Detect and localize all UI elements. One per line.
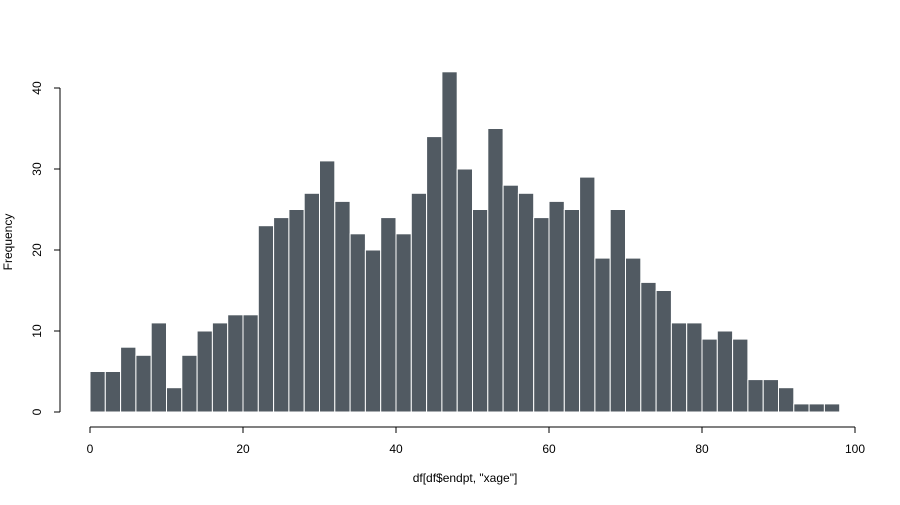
histogram-bar bbox=[104, 371, 122, 413]
histogram-bar bbox=[349, 233, 366, 413]
x-axis-label: df[df$endpt, "xage"] bbox=[413, 471, 518, 485]
histogram-bar bbox=[716, 330, 734, 413]
histogram-bar bbox=[288, 209, 305, 413]
histogram-bar bbox=[762, 379, 780, 413]
y-tick-label: 40 bbox=[30, 81, 44, 95]
histogram-bar bbox=[257, 225, 275, 413]
y-axis-label: Frequency bbox=[1, 214, 15, 271]
y-axis: 0 10 20 30 40 bbox=[30, 81, 61, 415]
histogram-bar bbox=[120, 346, 137, 413]
histogram-bar bbox=[380, 217, 397, 413]
histogram-bar bbox=[211, 322, 229, 413]
histogram-bar bbox=[487, 128, 504, 413]
histogram-bar bbox=[227, 314, 244, 413]
histogram-bar bbox=[135, 354, 152, 413]
histogram-bar bbox=[166, 387, 183, 413]
histogram-bar bbox=[472, 209, 489, 413]
x-tick-label: 60 bbox=[542, 442, 556, 456]
histogram-bar bbox=[548, 200, 565, 413]
histogram-bar bbox=[793, 403, 810, 413]
histogram-bar bbox=[686, 322, 703, 413]
histogram-bar bbox=[303, 192, 321, 413]
histogram-bar bbox=[670, 322, 688, 413]
histogram-bar bbox=[456, 168, 474, 413]
histogram-bar bbox=[196, 330, 213, 413]
histogram-bar bbox=[823, 403, 841, 413]
histogram-bar bbox=[426, 136, 443, 413]
histogram-bar bbox=[181, 354, 198, 413]
y-tick-label: 30 bbox=[30, 162, 44, 176]
histogram-bar bbox=[502, 184, 519, 413]
x-tick-label: 80 bbox=[695, 442, 709, 456]
histogram-bar bbox=[273, 217, 290, 413]
histogram-bar bbox=[625, 257, 642, 413]
histogram-bar bbox=[778, 387, 795, 413]
x-tick-label: 20 bbox=[236, 442, 250, 456]
histogram-bar bbox=[319, 160, 336, 413]
x-axis: 0 20 40 60 80 100 bbox=[87, 426, 865, 456]
histogram-bar bbox=[89, 371, 106, 413]
histogram-bar bbox=[395, 233, 412, 413]
histogram-bar bbox=[364, 249, 382, 413]
histogram-bar bbox=[410, 192, 428, 413]
histogram-bar bbox=[563, 209, 581, 413]
histogram-bar bbox=[242, 314, 259, 413]
histogram-bar bbox=[517, 192, 535, 413]
histogram-bar bbox=[640, 281, 657, 413]
x-tick-label: 40 bbox=[389, 442, 403, 456]
y-tick-label: 0 bbox=[30, 408, 44, 415]
histogram-bar bbox=[150, 322, 167, 413]
x-tick-label: 100 bbox=[845, 442, 865, 456]
histogram-bar bbox=[579, 176, 596, 413]
histogram-bar bbox=[533, 217, 550, 413]
histogram-bar bbox=[808, 403, 825, 413]
histogram-bar bbox=[594, 257, 611, 413]
x-tick-label: 0 bbox=[87, 442, 94, 456]
histogram-bar bbox=[732, 338, 749, 413]
y-tick-label: 20 bbox=[30, 243, 44, 257]
histogram-bar bbox=[701, 338, 718, 413]
histogram-bar bbox=[655, 290, 672, 413]
histogram-bar bbox=[441, 71, 458, 413]
y-tick-label: 10 bbox=[30, 324, 44, 338]
bars-group bbox=[89, 71, 841, 413]
histogram-bar bbox=[609, 209, 627, 413]
histogram-bar bbox=[747, 379, 764, 413]
histogram-bar bbox=[334, 200, 351, 413]
